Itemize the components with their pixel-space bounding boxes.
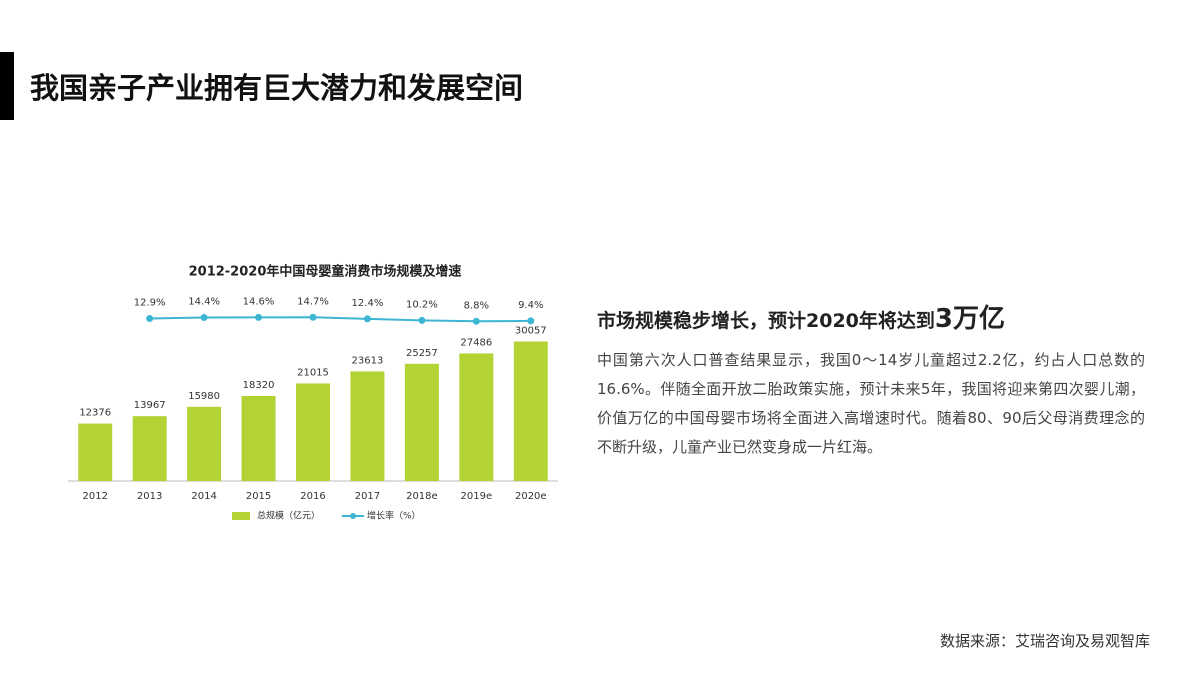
growth-point <box>309 313 317 321</box>
bar-value-label: 23613 <box>352 355 384 366</box>
growth-value-label: 14.4% <box>188 296 220 307</box>
legend-swatch <box>232 512 250 520</box>
chart: 2012-2020年中国母婴童消费市场规模及增速 2012 2013 2014 201… <box>68 264 558 522</box>
legend-dot <box>350 513 356 519</box>
legend-item: 增长率（%） <box>342 510 421 522</box>
x-tick-label: 2020e <box>515 491 547 502</box>
growth-value-label: 12.4% <box>352 298 384 309</box>
body-text: 中国第六次人口普查结果显示，我国0～14岁儿童超过2.2亿，约占人口总数的16.… <box>597 351 1145 456</box>
x-tick-label: 2019e <box>461 491 493 502</box>
bar <box>350 371 385 481</box>
bar-value-label: 30057 <box>515 326 547 337</box>
growth-point <box>200 313 208 321</box>
source: 数据来源：艾瑞咨询及易观智库 <box>939 632 1150 650</box>
slide-title: 我国亲子产业拥有巨大潜力和发展空间 <box>30 71 524 105</box>
chart-title: 2012-2020年中国母婴童消费市场规模及增速 <box>189 264 462 280</box>
x-tick-label: 2018e <box>406 491 438 502</box>
growth-value-label: 14.7% <box>297 296 329 307</box>
bar-value-label: 18320 <box>243 380 275 391</box>
legend-label: 增长率（%） <box>367 510 421 522</box>
x-tick-label: 2015 <box>246 491 271 502</box>
bar-value-label: 21015 <box>297 367 329 378</box>
bar <box>513 341 548 481</box>
x-tick-label: 2014 <box>191 491 216 502</box>
legend-item: 总规模（亿元） <box>232 510 320 522</box>
growth-value-label: 9.4% <box>518 300 543 311</box>
x-tick-label: 2013 <box>137 491 162 502</box>
growth-point <box>146 315 154 323</box>
bar-value-label: 13967 <box>134 400 166 411</box>
x-tick-label: 2012 <box>82 491 107 502</box>
legend-label: 总规模（亿元） <box>257 510 320 522</box>
bar-value-label: 25257 <box>406 348 438 359</box>
growth-value-label: 10.2% <box>406 299 438 310</box>
growth-point <box>527 317 535 325</box>
bar-value-label: 15980 <box>188 391 220 402</box>
bar <box>459 353 494 481</box>
heading-emphasis: 3万亿 <box>934 304 1005 334</box>
growth-value-label: 12.9% <box>134 298 166 309</box>
accent-bar <box>0 52 14 120</box>
bar <box>187 406 222 481</box>
growth-value-label: 8.8% <box>464 300 489 311</box>
heading-text: 市场规模稳步增长，预计2020年将达到 <box>597 310 935 332</box>
x-tick-label: 2016 <box>300 491 325 502</box>
bar-value-label: 12376 <box>79 408 111 419</box>
growth-point <box>472 317 480 325</box>
growth-point <box>363 315 371 323</box>
heading: 市场规模稳步增长，预计2020年将达到3万亿 <box>597 298 1005 335</box>
bar <box>296 383 330 481</box>
growth-point <box>418 316 426 324</box>
bar-value-label: 27486 <box>460 337 492 348</box>
growth-line <box>149 316 531 323</box>
bar <box>241 395 276 481</box>
bar <box>132 416 167 481</box>
bar <box>78 423 113 481</box>
growth-point <box>255 313 263 321</box>
growth-value-label: 14.6% <box>243 296 275 307</box>
x-tick-label: 2017 <box>355 491 380 502</box>
bar <box>404 363 439 481</box>
